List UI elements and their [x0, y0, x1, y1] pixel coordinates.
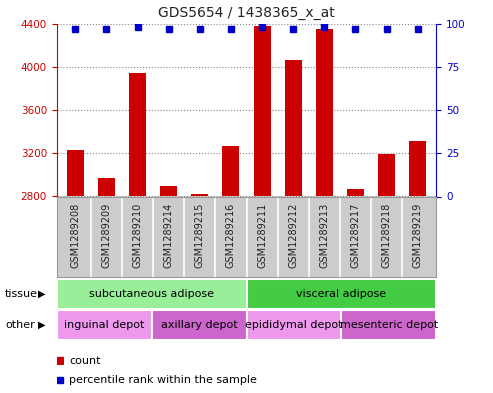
Bar: [246, 310, 341, 340]
Text: epididymal depot: epididymal depot: [245, 320, 343, 330]
Bar: [246, 279, 436, 309]
Bar: [98, 178, 115, 196]
Text: GSM1289208: GSM1289208: [70, 203, 80, 268]
Bar: [57, 279, 246, 309]
Bar: [222, 146, 240, 196]
Text: ▶: ▶: [38, 320, 46, 330]
Text: GSM1289218: GSM1289218: [382, 203, 391, 268]
Text: ▶: ▶: [38, 289, 46, 299]
Text: GSM1289216: GSM1289216: [226, 203, 236, 268]
Text: GSM1289219: GSM1289219: [413, 203, 423, 268]
Text: GSM1289215: GSM1289215: [195, 203, 205, 268]
Text: other: other: [5, 320, 35, 330]
Text: inguinal depot: inguinal depot: [64, 320, 144, 330]
Text: GSM1289209: GSM1289209: [102, 203, 111, 268]
Bar: [378, 154, 395, 196]
Text: GSM1289211: GSM1289211: [257, 203, 267, 268]
Bar: [409, 141, 426, 196]
Bar: [284, 60, 302, 196]
Text: GSM1289214: GSM1289214: [164, 203, 174, 268]
Bar: [160, 185, 177, 196]
Text: count: count: [69, 356, 101, 366]
Bar: [67, 150, 84, 196]
Text: GSM1289212: GSM1289212: [288, 203, 298, 268]
Bar: [129, 73, 146, 196]
Bar: [253, 26, 271, 196]
Text: mesenteric depot: mesenteric depot: [340, 320, 438, 330]
Text: GSM1289217: GSM1289217: [351, 203, 360, 268]
Bar: [316, 29, 333, 196]
Text: tissue: tissue: [5, 289, 38, 299]
Bar: [341, 310, 436, 340]
Text: axillary depot: axillary depot: [161, 320, 237, 330]
Bar: [152, 310, 246, 340]
Bar: [57, 310, 152, 340]
Text: GSM1289210: GSM1289210: [133, 203, 142, 268]
Title: GDS5654 / 1438365_x_at: GDS5654 / 1438365_x_at: [158, 6, 335, 20]
Bar: [191, 194, 209, 196]
Text: GSM1289213: GSM1289213: [319, 203, 329, 268]
Text: subcutaneous adipose: subcutaneous adipose: [89, 289, 214, 299]
Bar: [57, 357, 63, 365]
Text: percentile rank within the sample: percentile rank within the sample: [69, 375, 257, 386]
Text: visceral adipose: visceral adipose: [296, 289, 387, 299]
Bar: [347, 189, 364, 196]
